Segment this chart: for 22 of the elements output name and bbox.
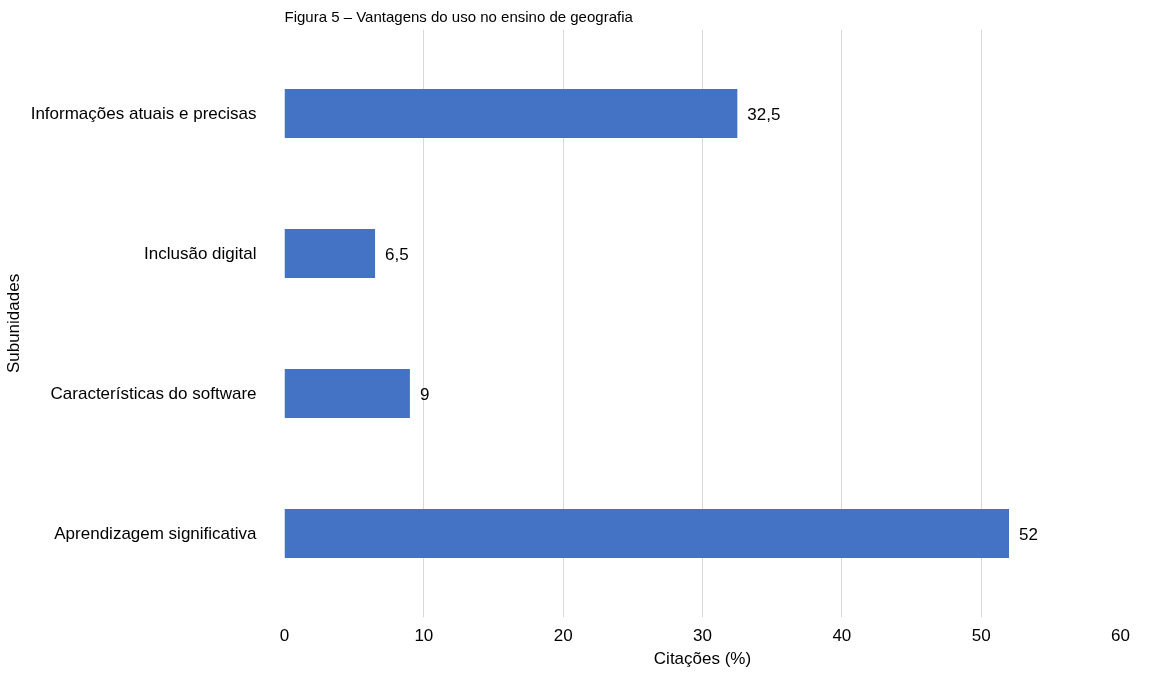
x-tick-label: 20 xyxy=(553,625,573,645)
bar xyxy=(284,229,376,278)
data-label: 32,5 xyxy=(747,104,781,124)
x-tick-label: 10 xyxy=(414,625,434,645)
y-tick-label: Informações atuais e precisas xyxy=(30,104,257,123)
x-tick-label: 50 xyxy=(971,625,991,645)
x-tick-label: 0 xyxy=(279,625,290,645)
data-label: 9 xyxy=(419,384,430,404)
y-tick-label: Aprendizagem significativa xyxy=(54,524,258,543)
chart-title: Figura 5 – Vantagens do uso no ensino de geografia xyxy=(284,7,634,25)
x-tick-label: 60 xyxy=(1111,625,1130,645)
bar xyxy=(284,89,738,138)
bar xyxy=(284,509,1010,558)
data-label: 52 xyxy=(1019,524,1038,544)
y-tick-label: Características do software xyxy=(50,384,257,403)
x-axis-title: Citações (%) xyxy=(653,648,752,668)
y-axis-title: Subunidades xyxy=(3,273,23,374)
bar xyxy=(284,369,410,418)
y-tick-label: Inclusão digital xyxy=(144,244,257,263)
x-tick-label: 30 xyxy=(693,625,712,645)
x-tick-label: 40 xyxy=(832,625,852,645)
data-label: 6,5 xyxy=(385,244,409,264)
